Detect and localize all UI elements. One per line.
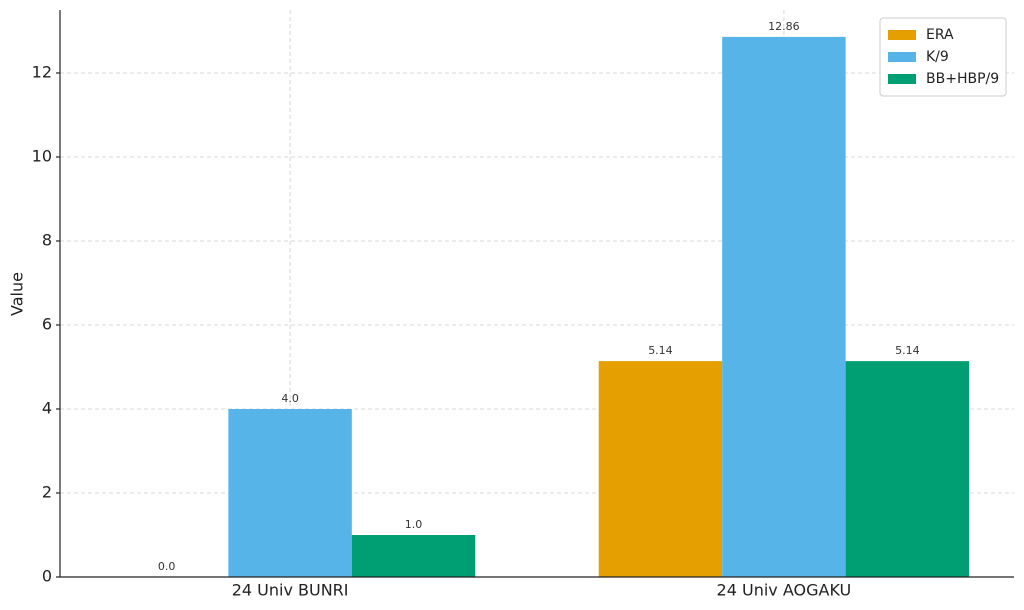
value-label: 5.14: [648, 344, 673, 357]
y-tick-label: 8: [42, 231, 52, 250]
y-tick-label: 4: [42, 399, 52, 418]
bar: [722, 36, 846, 577]
value-label: 12.86: [768, 20, 800, 33]
y-tick-label: 10: [32, 147, 52, 166]
legend-label: BB+HBP/9: [926, 71, 999, 87]
legend: ERA K/9 BB+HBP/9: [879, 17, 1007, 97]
legend-label: K/9: [926, 49, 949, 65]
y-tick-label: 6: [42, 315, 52, 334]
legend-swatch: [888, 52, 916, 62]
x-tick-label: 24 Univ BUNRI: [232, 581, 349, 600]
value-label: 0.0: [158, 560, 176, 573]
y-tick-label: 2: [42, 483, 52, 502]
y-tick-label: 12: [32, 63, 52, 82]
value-label: 4.0: [281, 392, 299, 405]
x-tick-label: 24 Univ AOGAKU: [717, 581, 852, 600]
legend-label: ERA: [926, 27, 954, 43]
bar: [598, 361, 723, 577]
bar: [845, 361, 970, 577]
legend-swatch: [888, 30, 916, 40]
legend-swatch: [888, 74, 916, 84]
value-label: 1.0: [405, 518, 423, 531]
y-tick-label: 0: [42, 567, 52, 586]
y-axis-label: Value: [8, 272, 27, 316]
bar: [228, 409, 352, 577]
value-label: 5.14: [895, 344, 920, 357]
bar: [351, 535, 476, 577]
